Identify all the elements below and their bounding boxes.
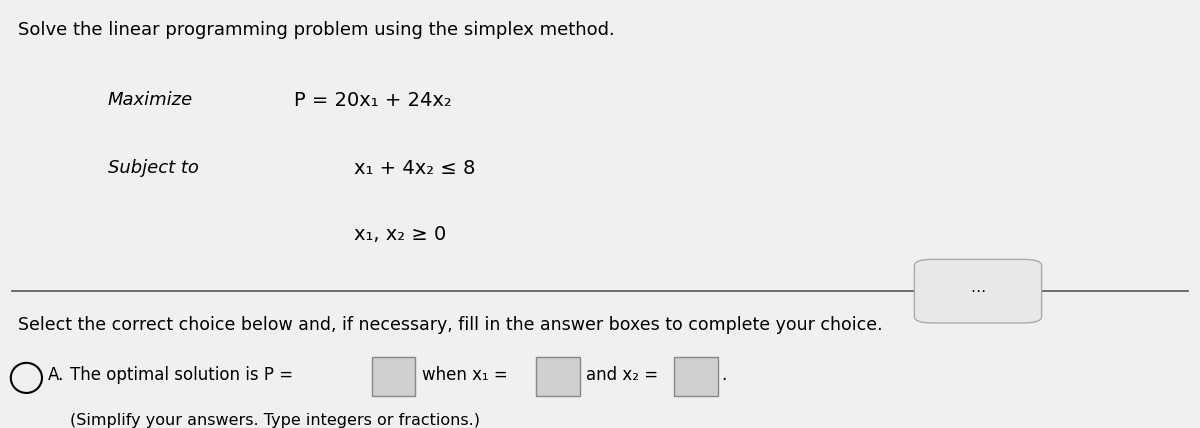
Text: x₁, x₂ ≥ 0: x₁, x₂ ≥ 0 xyxy=(354,225,446,244)
FancyBboxPatch shape xyxy=(372,357,415,396)
Text: A.: A. xyxy=(48,366,65,383)
FancyBboxPatch shape xyxy=(914,259,1042,323)
Text: Select the correct choice below and, if necessary, fill in the answer boxes to c: Select the correct choice below and, if … xyxy=(18,316,883,334)
Text: (Simplify your answers. Type integers or fractions.): (Simplify your answers. Type integers or… xyxy=(70,413,480,428)
Text: and x₂ =: and x₂ = xyxy=(586,366,658,383)
Text: when x₁ =: when x₁ = xyxy=(422,366,508,383)
Text: ⋯: ⋯ xyxy=(971,284,985,299)
Text: Maximize: Maximize xyxy=(108,91,193,109)
Text: x₁ + 4x₂ ≤ 8: x₁ + 4x₂ ≤ 8 xyxy=(354,159,475,178)
FancyBboxPatch shape xyxy=(536,357,580,396)
Text: The optimal solution is P =: The optimal solution is P = xyxy=(70,366,293,383)
Text: Solve the linear programming problem using the simplex method.: Solve the linear programming problem usi… xyxy=(18,21,614,39)
Text: Subject to: Subject to xyxy=(108,159,199,177)
Text: .: . xyxy=(721,366,726,383)
Text: P = 20x₁ + 24x₂: P = 20x₁ + 24x₂ xyxy=(294,91,451,110)
FancyBboxPatch shape xyxy=(674,357,718,396)
